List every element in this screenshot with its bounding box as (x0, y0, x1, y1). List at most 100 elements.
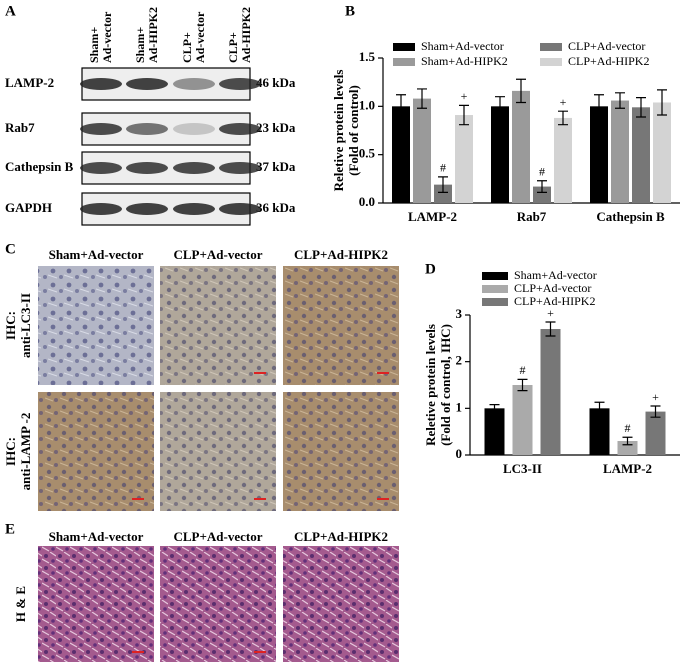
significance-mark: # (539, 165, 545, 179)
significance-mark: + (652, 390, 659, 404)
legend-swatch (540, 58, 562, 66)
significance-mark: + (547, 306, 554, 320)
error-bar (438, 176, 448, 193)
bar (533, 186, 551, 203)
text: E (5, 521, 15, 537)
bar (645, 411, 666, 455)
x-tick-label: LC3-II (503, 461, 542, 476)
blot-band (173, 203, 215, 215)
blot-band (80, 162, 122, 174)
y-tick-label: 0 (456, 446, 463, 461)
text: CLP+Ad-vector (174, 529, 263, 544)
text: Sham+Ad-vector (49, 529, 144, 544)
error-bar (417, 88, 427, 109)
significance-mark: # (440, 161, 446, 175)
y-tick-label: 1.0 (359, 97, 375, 112)
lane-header: CLP+ (226, 32, 240, 63)
error-bar (594, 94, 604, 119)
y-axis-label: (Fold of control, IHC) (438, 324, 453, 446)
blot-label: Cathepsin B (5, 159, 74, 174)
lane-header: Ad-HIPK2 (239, 7, 253, 63)
row-label: anti-LAMP -2 (18, 413, 33, 491)
bar (554, 117, 572, 203)
blot-size: 36 kDa (256, 200, 296, 215)
bar (653, 102, 671, 203)
blot-band (219, 123, 261, 135)
micrograph (283, 546, 399, 662)
legend-swatch (393, 58, 415, 66)
legend-label: CLP+Ad-HIPK2 (568, 54, 649, 68)
y-tick-label: 1 (456, 399, 463, 414)
text: D (425, 261, 436, 277)
row-label: IHC: (3, 437, 18, 466)
bar (540, 329, 561, 455)
micrograph (160, 266, 276, 385)
error-bar (594, 401, 605, 415)
lane-header: CLP+ (180, 32, 194, 63)
micrograph (38, 392, 154, 511)
micrograph (38, 546, 154, 662)
blot-size: 23 kDa (256, 120, 296, 135)
blot-band (173, 78, 215, 90)
legend-swatch (482, 298, 508, 306)
error-bar (657, 89, 667, 116)
blot-label: GAPDH (5, 200, 52, 215)
x-tick-label: Rab7 (517, 209, 547, 224)
blot-band (219, 203, 261, 215)
row-label: IHC: (3, 311, 18, 340)
bar (413, 98, 431, 203)
text: B (345, 3, 355, 19)
legend-swatch (540, 43, 562, 51)
micrograph (160, 546, 276, 662)
y-tick-label: 1.5 (359, 49, 376, 64)
legend-label: Sham+Ad-vector (421, 39, 504, 53)
blot-band (219, 162, 261, 174)
y-tick-label: 3 (456, 306, 463, 321)
legend-label: Sham+Ad-vector (514, 268, 597, 282)
blot-band (219, 78, 261, 90)
text: CLP+Ad-vector (174, 247, 263, 262)
error-bar (545, 321, 556, 337)
text: CLP+Ad-HIPK2 (294, 529, 388, 544)
error-bar (517, 378, 528, 392)
text: Sham+Ad-vector (49, 247, 144, 262)
x-tick-label: Cathepsin B (596, 209, 665, 224)
blot-band (173, 162, 215, 174)
y-axis-label: Reletive protein levels (423, 324, 438, 446)
bar (589, 408, 610, 455)
legend-swatch (482, 285, 508, 293)
text: C (5, 241, 16, 257)
x-tick-label: LAMP-2 (603, 461, 652, 476)
legend-label: Sham+Ad-HIPK2 (421, 54, 508, 68)
significance-mark: # (520, 363, 526, 377)
x-tick-label: LAMP-2 (408, 209, 457, 224)
bar (392, 106, 410, 203)
legend-label: CLP+Ad-vector (568, 39, 645, 53)
bar (512, 385, 533, 455)
error-bar (495, 96, 505, 117)
bar (434, 184, 452, 203)
blot-band (126, 203, 168, 215)
blot-band (126, 162, 168, 174)
y-axis-label: (Fold of control) (346, 85, 361, 176)
blot-size: 37 kDa (256, 159, 296, 174)
bar (484, 408, 505, 455)
blot-band (173, 123, 215, 135)
legend-swatch (393, 43, 415, 51)
lane-header: Sham+ (133, 27, 147, 63)
blot-band (80, 123, 122, 135)
error-bar (396, 94, 406, 119)
lane-header: Ad-HIPK2 (146, 7, 160, 63)
blot-label: Rab7 (5, 120, 35, 135)
micrograph (283, 392, 399, 511)
micrograph (38, 266, 154, 385)
error-bar (459, 104, 469, 126)
bar (455, 115, 473, 203)
error-bar (516, 78, 526, 104)
blot-band (126, 123, 168, 135)
error-bar (558, 110, 568, 126)
micrograph (160, 392, 276, 511)
error-bar (489, 404, 500, 413)
y-tick-label: 2 (456, 353, 463, 368)
